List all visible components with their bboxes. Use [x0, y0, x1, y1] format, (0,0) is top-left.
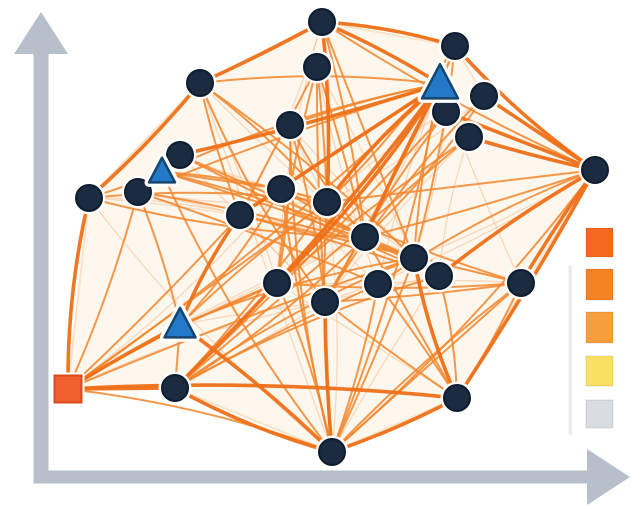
graph-edge: [444, 110, 597, 172]
graph-edge: [67, 191, 139, 390]
graph-node-circle: [263, 269, 291, 297]
graph-edge: [320, 20, 331, 204]
x-axis-shaft: [33, 470, 590, 484]
graph-edge: [179, 154, 415, 259]
graph-edge: [413, 45, 456, 259]
graph-node-circle: [318, 438, 346, 466]
graph-node-circle: [351, 223, 379, 251]
graph-node-circle: [276, 111, 304, 139]
graph-edge: [289, 124, 326, 303]
graph-edge: [173, 386, 334, 454]
graph-node-circle: [443, 384, 471, 412]
graph-node-circle: [313, 188, 341, 216]
graph-node-triangle: [420, 62, 460, 100]
graph-node-circle: [267, 175, 295, 203]
graph-node-circle: [364, 270, 392, 298]
graph-node-circle: [161, 374, 189, 402]
nodes-layer: [51, 5, 612, 469]
graph-edge: [331, 282, 522, 453]
axes-layer: [14, 12, 630, 505]
legend-swatch-orange: [585, 268, 614, 301]
graph-edge: [321, 21, 415, 259]
graph-node-triangle: [147, 156, 177, 184]
graph-edge: [66, 383, 459, 400]
graph-node-circle: [166, 141, 194, 169]
graph-node-circle: [226, 201, 254, 229]
graph-node-circle: [303, 53, 331, 81]
graph-edge: [199, 82, 415, 259]
graph-edge: [324, 95, 485, 303]
graph-edge: [364, 236, 458, 399]
graph-edge: [276, 66, 318, 284]
legend-swatch-yellow: [585, 355, 614, 387]
graph-edge: [364, 169, 596, 238]
graph-node-circle: [308, 8, 336, 36]
graph-edge: [323, 300, 334, 454]
graph-edge: [199, 82, 333, 453]
graph-edge: [324, 111, 447, 303]
graph-node-circle: [432, 98, 460, 126]
graph-edge: [238, 82, 442, 217]
graph-edge: [331, 283, 379, 453]
graph-node-circle: [400, 244, 428, 272]
graph-edge: [67, 214, 241, 390]
graph-edge: [174, 136, 470, 389]
graph-node-circle: [441, 32, 469, 60]
graph-node-circle: [581, 156, 609, 184]
graph-edge: [326, 169, 596, 203]
graph-edge: [178, 323, 334, 454]
graph-edge: [66, 196, 91, 391]
graph-edge: [316, 66, 379, 285]
graph-edge: [453, 44, 597, 172]
graph-node-circle: [311, 288, 339, 316]
legend: [568, 227, 614, 435]
graph-edge: [412, 256, 459, 400]
y-axis-arrowhead: [14, 12, 68, 54]
graph-edge: [364, 95, 485, 238]
graph-node-square: [53, 374, 83, 404]
graph-edge: [87, 81, 202, 200]
graph-edge: [275, 82, 442, 285]
x-axis-arrowhead: [587, 449, 630, 505]
graph-node-circle: [425, 262, 453, 290]
graph-edge: [276, 136, 470, 284]
graph-edge: [331, 282, 522, 453]
legend-swatch-dark-orange: [585, 227, 614, 258]
graph-node-circle: [455, 123, 483, 151]
graph-edge: [174, 236, 366, 389]
legend-swatch-light-orange: [585, 311, 614, 344]
graph-edge: [137, 191, 415, 259]
graph-node-circle: [124, 178, 152, 206]
graph-edge: [199, 82, 328, 203]
graph-edge: [137, 191, 379, 285]
graph-edge: [315, 66, 326, 303]
graph-edge: [239, 66, 318, 216]
graph-edge: [178, 82, 442, 157]
graph-node-circle: [507, 269, 535, 297]
graph-node-circle: [75, 184, 103, 212]
graph-edge: [324, 301, 458, 399]
graph-edge: [239, 214, 522, 284]
graph-edge: [331, 257, 415, 453]
graph-node-triangle: [163, 306, 197, 339]
graph-edge: [88, 197, 333, 453]
graph-node-circle: [470, 82, 498, 110]
legend-scale-line: [568, 265, 572, 435]
y-axis-shaft: [33, 46, 49, 484]
graph-edge: [174, 283, 379, 389]
graph-edge: [324, 136, 470, 303]
legend-swatch-gray: [585, 399, 614, 429]
graph-edge: [437, 168, 597, 278]
graph-node-circle: [186, 69, 214, 97]
graph-edge: [321, 21, 366, 238]
graph-edge: [331, 275, 440, 453]
